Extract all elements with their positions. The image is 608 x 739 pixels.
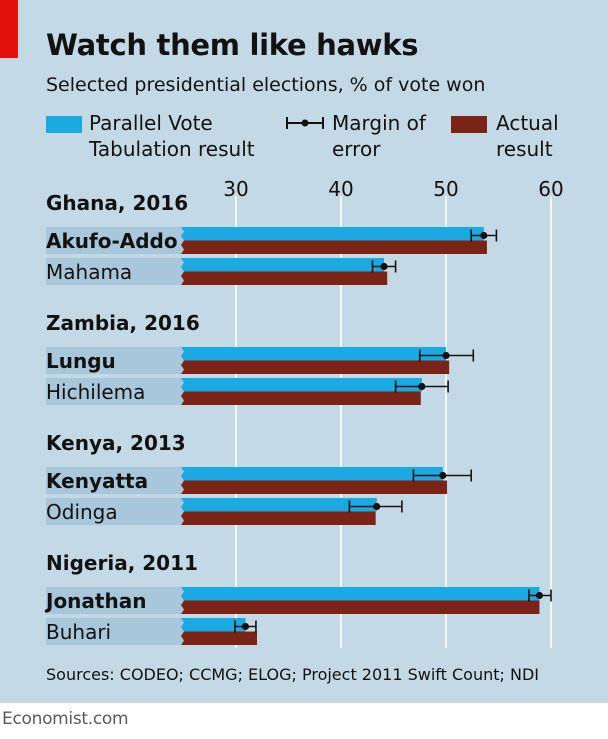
pvt-bar xyxy=(181,467,443,481)
chart-title: Watch them like hawks xyxy=(46,28,419,62)
candidate-name: Jonathan xyxy=(44,589,146,613)
candidate-label-bg xyxy=(46,618,181,645)
candidate-label-bg xyxy=(46,258,181,285)
brand-red-tab xyxy=(0,0,18,58)
legend-actual-label-2: result xyxy=(496,137,553,161)
pvt-bar xyxy=(181,227,484,241)
x-tick-label: 60 xyxy=(538,177,563,201)
pvt-point xyxy=(439,471,447,480)
pvt-point xyxy=(373,502,381,511)
legend-moe-label-2: error xyxy=(332,137,381,161)
pvt-point xyxy=(480,231,488,240)
legend-pvt-label-2: Tabulation result xyxy=(89,137,255,161)
x-tick-label: 40 xyxy=(328,177,353,201)
legend-pvt-label-1: Parallel Vote xyxy=(89,111,213,135)
actual-bar xyxy=(181,480,448,494)
candidate-label-bg xyxy=(46,227,181,254)
bar-chart: 30 40 50 60 Ghana, 2016 Akufo-Addo Mahama Zambi… xyxy=(44,177,564,648)
axis-break-zigzag xyxy=(180,378,184,405)
candidate-label-bg xyxy=(46,378,181,405)
pvt-point xyxy=(418,382,426,391)
candidate-name: Hichilema xyxy=(46,380,145,404)
axis-break-zigzag xyxy=(180,498,184,525)
candidate-label-bg xyxy=(46,498,181,525)
pvt-bar xyxy=(181,378,422,392)
candidate-label-bg xyxy=(46,587,181,614)
pvt-point xyxy=(442,351,450,360)
pvt-bar xyxy=(181,498,377,512)
candidate-name: Akufo-Addo xyxy=(46,229,178,253)
group-heading: Ghana, 2016 xyxy=(46,191,188,215)
actual-bar xyxy=(181,271,388,285)
group-heading: Nigeria, 2011 xyxy=(46,551,198,575)
legend-pvt-swatch xyxy=(46,116,82,133)
chart-subtitle: Selected presidential elections, % of vo… xyxy=(46,74,486,96)
candidate-name: Kenyatta xyxy=(46,469,148,493)
brand-logo-text: Economist.com xyxy=(2,709,129,729)
axis-break-zigzag xyxy=(180,258,184,285)
legend-moe-label-1: Margin of xyxy=(332,111,426,135)
candidate-name: Odinga xyxy=(46,500,118,524)
pvt-point xyxy=(380,262,388,271)
axis-break-zigzag xyxy=(180,618,184,645)
sources-note: Sources: CODEO; CCMG; ELOG; Project 2011… xyxy=(46,665,540,684)
pvt-bar xyxy=(181,618,246,632)
actual-bar xyxy=(181,511,376,525)
axis-break-zigzag xyxy=(180,227,184,254)
x-tick-label: 50 xyxy=(433,177,458,201)
pvt-bar xyxy=(181,587,540,601)
candidate-name: Mahama xyxy=(46,260,132,284)
actual-bar xyxy=(181,360,450,374)
candidate-label-bg xyxy=(46,467,181,494)
candidate-name: Buhari xyxy=(46,620,111,644)
actual-bar xyxy=(181,600,540,614)
actual-bar xyxy=(181,240,487,254)
legend-actual-swatch xyxy=(451,116,487,133)
axis-break-zigzag xyxy=(180,347,184,374)
pvt-point xyxy=(535,591,544,600)
candidate-label-bg xyxy=(46,347,181,374)
axis-break-zigzag xyxy=(180,467,184,494)
legend-actual-label-1: Actual xyxy=(496,111,559,135)
pvt-bar xyxy=(181,258,385,272)
x-tick-label: 30 xyxy=(223,177,248,201)
pvt-point xyxy=(241,622,250,631)
axis-break-zigzag xyxy=(180,587,184,614)
actual-bar xyxy=(181,631,257,645)
legend-margin-of-error-icon xyxy=(286,117,324,129)
actual-bar xyxy=(181,391,421,405)
pvt-bar xyxy=(181,347,446,361)
group-heading: Zambia, 2016 xyxy=(46,311,200,335)
group-heading: Kenya, 2013 xyxy=(46,431,186,455)
candidate-name: Lungu xyxy=(46,349,116,373)
